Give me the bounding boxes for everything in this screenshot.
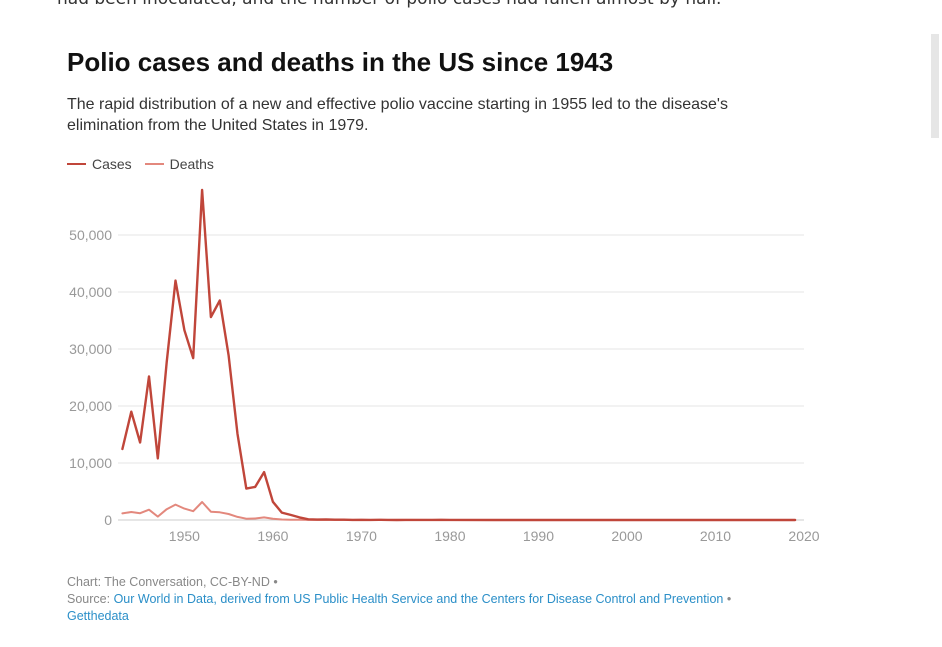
footer-bullet: •	[726, 592, 732, 606]
x-tick-label: 2010	[700, 528, 731, 544]
x-tick-label: 2020	[788, 528, 819, 544]
footer-bullet: •	[273, 575, 278, 589]
chart-legend: Cases Deaths	[67, 152, 223, 172]
scrollbar-thumb[interactable]	[931, 34, 939, 138]
y-tick-label: 30,000	[69, 341, 112, 357]
legend-swatch-cases	[67, 162, 86, 165]
chart-subtitle: The rapid distribution of a new and effe…	[67, 96, 728, 134]
x-tick-label: 1960	[257, 528, 288, 544]
chart-credit: Chart: The Conversation, CC-BY-ND	[67, 575, 270, 589]
y-tick-label: 0	[104, 512, 112, 528]
x-tick-label: 1980	[434, 528, 465, 544]
legend-item-cases[interactable]: Cases	[67, 156, 132, 172]
article-text-snippet: had been inoculated, and the number of p…	[57, 0, 721, 9]
legend-label-deaths: Deaths	[169, 155, 214, 172]
y-tick-label: 40,000	[69, 284, 112, 300]
legend-label-cases: Cases	[92, 155, 132, 172]
source-label: Source:	[67, 592, 111, 606]
legend-swatch-deaths	[144, 162, 164, 165]
page-scrollbar[interactable]	[928, 0, 942, 647]
x-tick-label: 1950	[169, 528, 200, 544]
x-tick-label: 2000	[611, 528, 642, 544]
source-link[interactable]: Our World in Data, derived from US Publi…	[113, 592, 724, 606]
legend-item-deaths[interactable]: Deaths	[144, 155, 214, 172]
y-tick-label: 20,000	[69, 398, 112, 414]
chart-footer: Chart: The Conversation, CC-BY-ND • Sour…	[67, 574, 797, 625]
getthedata-link[interactable]: Getthedata	[67, 609, 129, 623]
y-tick-label: 10,000	[69, 455, 112, 471]
series-line-cases	[121, 188, 797, 522]
series-line-deaths	[121, 501, 797, 521]
y-tick-label: 50,000	[69, 227, 112, 243]
x-tick-label: 1970	[346, 528, 377, 544]
x-tick-label: 1990	[523, 528, 554, 544]
chart-title: Polio cases and deaths in the US since 1…	[67, 47, 614, 77]
